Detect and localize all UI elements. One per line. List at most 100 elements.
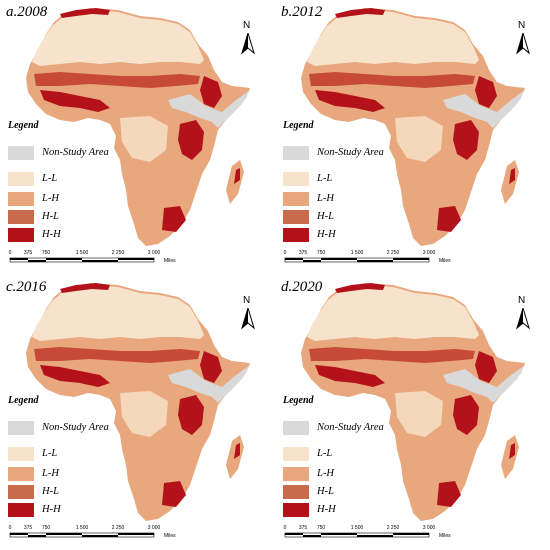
ethiopia-hotspot (475, 76, 497, 108)
legend-swatch (8, 485, 34, 499)
panel-title: c.2016 (6, 279, 47, 295)
sahel-hotspot-band (309, 347, 475, 363)
north-coast-hotspot (60, 283, 110, 293)
legend-label: H-L (42, 486, 59, 497)
ethiopia-hotspot (200, 351, 222, 383)
map-panel-3: c.2016 N Legend Non-Study Area L-L L-H H… (0, 275, 275, 550)
legend-item-non-study: Non-Study Area (8, 421, 118, 435)
madagascar-hotspot (234, 168, 240, 184)
legend-item-non-study: Non-Study Area (8, 146, 118, 160)
legend-item-l-l: L-L (8, 447, 118, 461)
north-label: N (243, 295, 251, 306)
north-coast-hotspot (60, 8, 110, 18)
north-arrow: N (240, 295, 256, 331)
legend-item-h-l: H-L (283, 210, 393, 224)
north-arrow-icon (516, 33, 530, 55)
panel-title: a.2008 (6, 4, 48, 20)
north-label: N (518, 295, 526, 306)
scale-tick-label: 0 (283, 250, 287, 256)
legend-label: L-H (42, 193, 59, 204)
scale-unit: Miles (439, 533, 451, 539)
scale-tick-label: 3 000 (147, 525, 161, 531)
scale-tick-label: 2 250 (111, 525, 125, 531)
scale-bar-graphic (284, 257, 430, 263)
legend-label: L-H (317, 193, 334, 204)
scale-tick-label: 375 (298, 525, 308, 531)
sahel-hotspot-band (34, 72, 200, 88)
africa-map (26, 8, 250, 246)
west-africa-hotspot (40, 90, 110, 112)
legend-item-l-l: L-L (283, 447, 393, 461)
legend-swatch (283, 192, 309, 206)
legend-label: Non-Study Area (317, 147, 384, 158)
scale-bar: 0 375 750 1 500 2 250 3 000 Miles (8, 525, 176, 545)
north-arrow-icon (241, 33, 255, 55)
legend-swatch (8, 192, 34, 206)
legend-label: L-L (42, 448, 58, 459)
north-coast-hotspot (335, 283, 385, 293)
panel-title: b.2012 (281, 4, 323, 20)
ethiopia-hotspot (200, 76, 222, 108)
legend-title: Legend (283, 395, 314, 406)
legend-swatch (8, 146, 34, 160)
scale-tick-label: 375 (23, 250, 33, 256)
legend-label: H-H (42, 504, 61, 515)
africa-map (301, 283, 525, 521)
legend-item-l-l: L-L (8, 172, 118, 186)
legend-swatch (8, 172, 34, 186)
north-arrow: N (240, 20, 256, 56)
legend-label: L-H (42, 468, 59, 479)
scale-tick-label: 0 (8, 525, 12, 531)
scale-bar: 0 375 750 1 500 2 250 3 000 Miles (8, 250, 176, 270)
legend-label: L-L (42, 173, 58, 184)
legend-label: L-H (317, 468, 334, 479)
south-africa-hotspot (162, 481, 186, 507)
scale-bar-graphic (9, 532, 155, 538)
legend-item-h-h: H-H (283, 228, 393, 242)
legend-item-l-h: L-H (283, 467, 393, 481)
sahel-hotspot-band (309, 72, 475, 88)
scale-tick-label: 2 250 (386, 250, 400, 256)
map-panel-2: b.2012 N Legend Non-Study Area L-L L-H H… (275, 0, 550, 275)
scale-tick-label: 750 (316, 525, 326, 531)
legend-item-l-h: L-H (283, 192, 393, 206)
scale-tick-label: 750 (41, 525, 51, 531)
scale-bar: 0 375 750 1 500 2 250 3 000 Miles (283, 250, 451, 270)
scale-tick-label: 1 500 (350, 250, 364, 256)
legend-item-h-h: H-H (283, 503, 393, 517)
scale-unit: Miles (164, 533, 176, 539)
sahel-hotspot-band (34, 347, 200, 363)
south-africa-hotspot (437, 481, 461, 507)
legend-label: Non-Study Area (42, 147, 109, 158)
legend-item-h-l: H-L (8, 210, 118, 224)
central-low-low-patch (120, 116, 168, 162)
west-africa-hotspot (315, 90, 385, 112)
legend-item-l-h: L-H (8, 192, 118, 206)
north-arrow: N (515, 295, 531, 331)
non-study-area (168, 90, 250, 128)
legend-swatch (283, 485, 309, 499)
panel-title: d.2020 (281, 279, 323, 295)
sahara-low-low-zone (32, 10, 204, 66)
scale-bar-graphic (9, 257, 155, 263)
legend-item-h-h: H-H (8, 503, 118, 517)
madagascar-hotspot (509, 443, 515, 459)
legend-swatch (8, 467, 34, 481)
legend-swatch (283, 503, 309, 517)
scale-tick-label: 0 (8, 250, 12, 256)
map-panel-1: a.2008 N Legend Non-Study Area L-L L-H H… (0, 0, 275, 275)
scale-tick-label: 3 000 (422, 250, 436, 256)
north-arrow-icon (241, 308, 255, 330)
east-africa-hotspot (453, 120, 479, 160)
scale-tick-label: 375 (23, 525, 33, 531)
ethiopia-hotspot (475, 351, 497, 383)
scale-tick-label: 2 250 (111, 250, 125, 256)
scale-tick-label: 375 (298, 250, 308, 256)
legend-swatch (283, 146, 309, 160)
legend-swatch (8, 447, 34, 461)
legend-item-non-study: Non-Study Area (283, 421, 393, 435)
central-low-low-patch (120, 391, 168, 437)
legend-label: H-L (317, 211, 334, 222)
legend-title: Legend (283, 120, 314, 131)
sahara-low-low-zone (307, 10, 479, 66)
